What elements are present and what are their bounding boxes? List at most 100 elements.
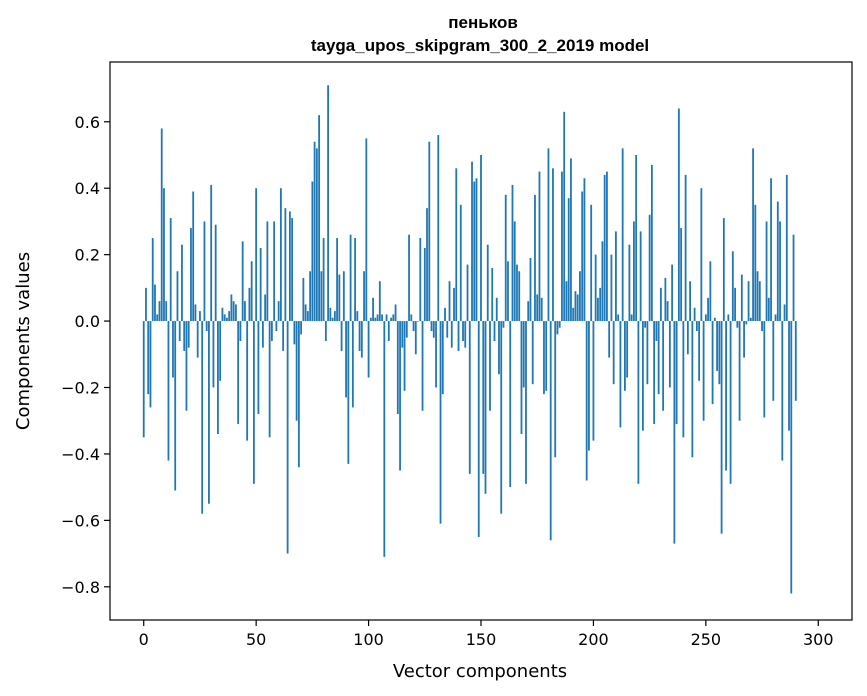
bar xyxy=(279,188,282,322)
bar xyxy=(650,164,653,322)
bar xyxy=(606,171,608,322)
bar xyxy=(304,304,307,322)
bar xyxy=(313,141,316,322)
bar xyxy=(788,321,790,431)
bar xyxy=(675,321,678,425)
bar xyxy=(178,321,181,341)
bar xyxy=(549,321,552,541)
bar xyxy=(239,321,242,341)
bar xyxy=(716,321,718,371)
x-tick-label: 100 xyxy=(353,630,384,649)
bar xyxy=(561,171,563,322)
bar xyxy=(513,221,516,322)
bar xyxy=(151,238,154,322)
chart-title-line2: tayga_upos_skipgram_300_2_2019 model xyxy=(311,36,649,55)
bar xyxy=(480,155,482,322)
bar xyxy=(619,321,622,428)
bar xyxy=(554,321,557,458)
bar xyxy=(423,248,426,322)
bar xyxy=(444,307,446,322)
bar xyxy=(686,321,689,355)
bar xyxy=(235,304,237,322)
bar xyxy=(329,307,332,322)
bar xyxy=(702,321,705,421)
y-tick-label: −0.6 xyxy=(61,511,100,530)
bar xyxy=(441,321,444,395)
bar xyxy=(624,321,626,391)
bar xyxy=(417,321,419,322)
bar xyxy=(691,321,694,458)
bar xyxy=(315,148,318,322)
bar xyxy=(734,287,736,322)
bar xyxy=(401,321,404,348)
bar xyxy=(435,321,437,388)
bar xyxy=(154,284,156,322)
bar xyxy=(439,321,442,524)
bar xyxy=(570,158,572,322)
bar xyxy=(707,297,709,322)
bar xyxy=(583,178,586,322)
bar xyxy=(147,321,150,395)
bar xyxy=(794,321,797,401)
bar xyxy=(572,307,575,322)
bar xyxy=(489,321,491,411)
bar xyxy=(284,208,287,322)
bar xyxy=(579,271,581,322)
bar xyxy=(599,287,602,322)
bar xyxy=(475,178,478,322)
bar xyxy=(536,294,539,322)
bar xyxy=(309,271,312,322)
bar xyxy=(597,297,599,322)
bar xyxy=(637,321,640,484)
bar xyxy=(466,264,469,322)
bar xyxy=(322,238,325,322)
bar xyxy=(187,321,190,348)
bar xyxy=(754,204,757,322)
bar xyxy=(477,321,480,537)
bar xyxy=(646,321,649,385)
bar xyxy=(459,204,462,322)
x-tick-label: 250 xyxy=(691,630,722,649)
bar xyxy=(752,148,754,322)
bar xyxy=(522,321,525,388)
bar xyxy=(520,321,523,434)
bar xyxy=(241,241,244,322)
bar xyxy=(331,317,334,322)
bar xyxy=(641,321,644,431)
y-axis-ticks: −0.8 −0.6 −0.4 −0.2 0.0 0.2 0.4 0.6 xyxy=(61,113,110,597)
bar xyxy=(354,238,356,322)
bar xyxy=(347,321,350,464)
bar xyxy=(167,321,170,461)
bar xyxy=(534,194,536,322)
bar xyxy=(635,155,638,322)
bar xyxy=(275,321,278,332)
bar xyxy=(664,277,667,322)
bar xyxy=(385,314,388,322)
bar xyxy=(437,135,440,322)
bar xyxy=(351,321,354,408)
bar xyxy=(450,321,453,348)
bar xyxy=(657,321,660,395)
bar xyxy=(288,211,291,322)
bar xyxy=(255,188,258,322)
bar xyxy=(432,321,435,338)
bar xyxy=(365,138,368,322)
bar xyxy=(576,294,579,322)
bar xyxy=(668,321,671,388)
bar xyxy=(426,208,428,322)
bar xyxy=(201,321,204,514)
bar xyxy=(507,261,509,322)
bar xyxy=(345,321,347,398)
x-tick-label: 300 xyxy=(803,630,834,649)
bar xyxy=(700,188,703,322)
bar xyxy=(230,294,233,322)
bar xyxy=(610,254,613,322)
bar xyxy=(464,321,467,348)
bar xyxy=(720,321,723,534)
bar xyxy=(142,321,145,438)
plot-frame xyxy=(109,61,853,621)
bar xyxy=(531,321,534,385)
bar xyxy=(738,321,741,421)
bar xyxy=(666,301,669,322)
